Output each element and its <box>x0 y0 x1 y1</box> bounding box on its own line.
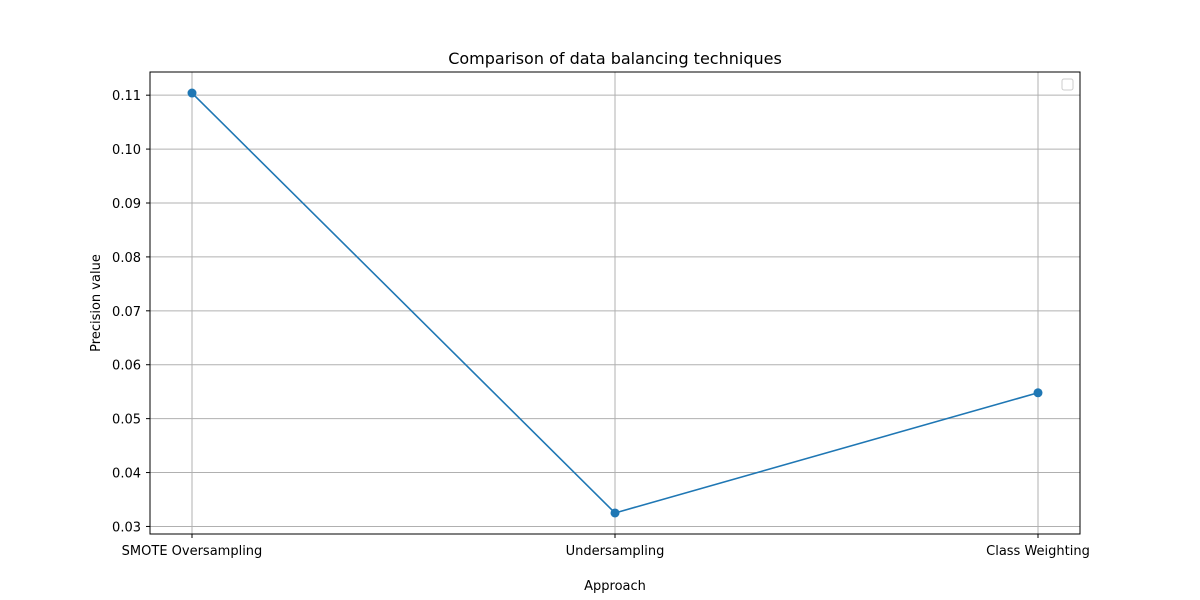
y-tick-label: 0.11 <box>112 89 141 104</box>
x-tick-label: Class Weighting <box>986 544 1090 559</box>
data-point <box>1033 388 1043 398</box>
x-tick-label: SMOTE Oversampling <box>122 544 263 559</box>
y-tick-label: 0.08 <box>112 251 141 266</box>
data-point <box>610 508 620 518</box>
y-tick-label: 0.09 <box>112 197 141 212</box>
legend-box <box>1061 78 1074 91</box>
y-axis-label: Precision value <box>89 254 104 352</box>
data-point <box>187 88 197 98</box>
series-layer <box>187 88 1043 518</box>
y-tick-label: 0.06 <box>112 359 141 374</box>
y-tick-label: 0.10 <box>112 143 141 158</box>
chart-title: Comparison of data balancing techniques <box>448 49 782 68</box>
y-tick-label: 0.05 <box>112 413 141 428</box>
x-axis-label: Approach <box>584 579 646 594</box>
y-tick-label: 0.04 <box>112 467 141 482</box>
ticks-layer: 0.03 0.04 0.05 0.06 0.07 0.08 0.09 0.10 0.11 SMOT… <box>112 89 1090 559</box>
grid <box>150 72 1080 534</box>
y-tick-label: 0.03 <box>112 520 141 535</box>
y-tick-label: 0.07 <box>112 305 141 320</box>
x-tick-label: Undersampling <box>566 544 665 559</box>
